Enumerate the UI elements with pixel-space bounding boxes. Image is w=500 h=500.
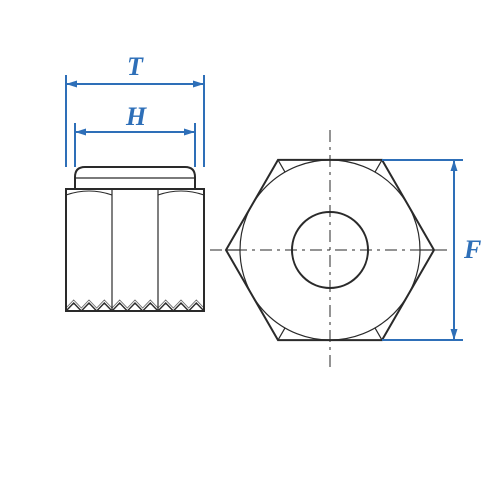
- hex-top-view: [210, 130, 463, 370]
- dimension-label-t: T: [127, 52, 143, 82]
- dimension-label-f: F: [464, 235, 481, 265]
- technical-drawing-canvas: [0, 0, 500, 500]
- dimension-label-h: H: [126, 102, 146, 132]
